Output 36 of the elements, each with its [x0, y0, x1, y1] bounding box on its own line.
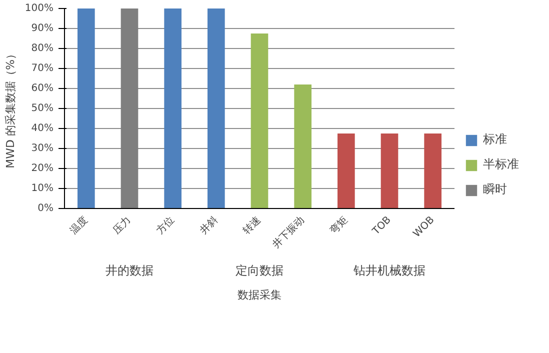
legend-label: 瞬时 — [483, 181, 507, 198]
bar — [78, 8, 95, 208]
y-tick-label: 20% — [31, 163, 54, 174]
bar — [424, 134, 442, 208]
bar — [208, 8, 225, 208]
y-tick-label: 30% — [31, 143, 54, 154]
text: 井的数据 — [106, 264, 154, 278]
bar — [380, 134, 398, 208]
y-tick-label: 100% — [24, 3, 54, 14]
y-tick-label: 90% — [31, 23, 54, 34]
x-tick-label: 转速 — [240, 214, 264, 237]
x-tick-label: TOB — [370, 214, 394, 238]
text: 钻井机械数据 — [352, 264, 426, 278]
bar — [164, 8, 182, 208]
x-axis-title: 数据采集 — [238, 288, 282, 302]
bar — [294, 84, 312, 208]
legend-label: 标准 — [483, 131, 507, 148]
text: 定向数据 — [236, 264, 284, 278]
x-tick-label: 弯矩 — [327, 214, 350, 237]
y-tick-label: 0% — [38, 203, 54, 214]
y-tick-label: 40% — [31, 123, 54, 134]
bar — [250, 34, 268, 208]
y-tick-label: 50% — [31, 103, 54, 114]
x-tick-label: 井下振动 — [270, 214, 307, 251]
legend-label: 半标准 — [483, 156, 519, 173]
y-tick-label: 70% — [31, 63, 54, 74]
bar — [120, 8, 138, 208]
y-axis-title: MWD 的采集数据（%） — [4, 48, 17, 168]
y-tick-label: 10% — [31, 183, 54, 194]
bar — [338, 134, 355, 208]
y-tick-label: 80% — [31, 43, 54, 54]
x-tick-label: 温度 — [67, 214, 90, 237]
x-tick-label: 井斜 — [197, 214, 220, 237]
x-tick-label: 方位 — [154, 214, 177, 237]
x-tick-label: 压力 — [110, 214, 134, 237]
y-tick-label: 60% — [31, 83, 54, 94]
